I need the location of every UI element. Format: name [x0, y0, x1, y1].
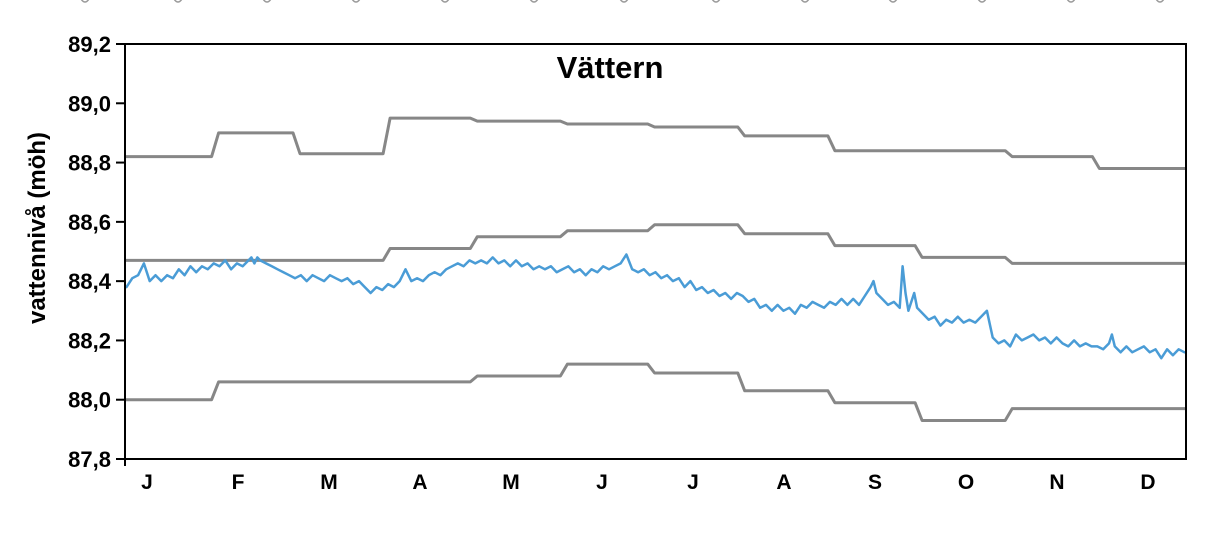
top-crop-artifact: [1066, 0, 1076, 3]
series-monthly-max-line: [125, 116, 1186, 170]
top-crop-artifact: [173, 0, 183, 3]
x-month-label: N: [1049, 471, 1064, 494]
x-month-label: A: [412, 471, 427, 494]
top-crop-artifact: [711, 0, 721, 3]
top-crop-artifact: [80, 0, 90, 3]
x-month-label: M: [320, 471, 338, 494]
y-tick-label: 89,2: [68, 32, 111, 57]
series-water-level-line: [125, 253, 1186, 360]
top-crop-artifact: [888, 0, 898, 3]
x-month-label: M: [502, 471, 520, 494]
top-crop-artifact: [262, 0, 272, 3]
plot-border: [124, 43, 1187, 460]
y-tick-label: 89,0: [68, 91, 111, 116]
y-tick-label: 88,6: [68, 210, 111, 235]
top-crop-artifact: [529, 0, 539, 3]
chart-title: Vättern: [556, 50, 664, 85]
top-crop-artifact: [977, 0, 987, 3]
y-tick-label: 88,4: [68, 269, 112, 294]
y-tick-label: 88,0: [68, 388, 111, 413]
top-crop-artifact: [619, 0, 629, 3]
top-crop-artifact: [351, 0, 361, 3]
x-month-label: F: [232, 471, 245, 494]
x-month-label: J: [687, 471, 699, 494]
x-month-label: J: [141, 471, 153, 494]
top-crop-artifact: [1155, 0, 1165, 3]
x-month-label: J: [596, 471, 608, 494]
x-month-label: A: [776, 471, 791, 494]
series-monthly-mean-line: [125, 223, 1186, 265]
x-month-label: O: [958, 471, 974, 494]
top-crop-artifact: [440, 0, 450, 3]
x-month-label: S: [868, 471, 882, 494]
y-tick-label: 87,8: [68, 447, 111, 472]
y-axis-title: vattennivå (möh): [24, 131, 51, 325]
y-tick-label: 88,2: [68, 328, 111, 353]
series-monthly-min-line: [125, 362, 1186, 422]
y-tick-label: 88,8: [68, 151, 111, 176]
top-crop-artifact: [800, 0, 810, 3]
x-month-label: D: [1140, 471, 1155, 494]
